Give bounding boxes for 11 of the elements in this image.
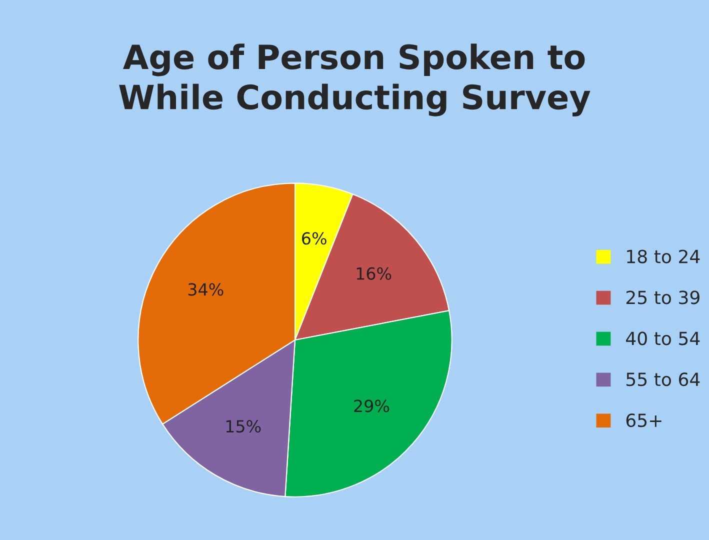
data-label: 29% [354, 400, 390, 412]
legend-label: 40 to 54 [626, 332, 700, 346]
legend-label: 25 to 39 [626, 290, 700, 304]
data-label: 6% [302, 232, 326, 245]
data-label: 34% [188, 283, 224, 296]
legend-label: 55 to 64 [626, 372, 700, 386]
chart-title: Age of Person Spoken to While Conducting Survey [119, 44, 590, 116]
data-label: 16% [356, 267, 392, 280]
legend-label: 18 to 24 [627, 250, 700, 264]
legend-label: 65+ [626, 413, 662, 428]
data-label: 15% [226, 420, 261, 433]
